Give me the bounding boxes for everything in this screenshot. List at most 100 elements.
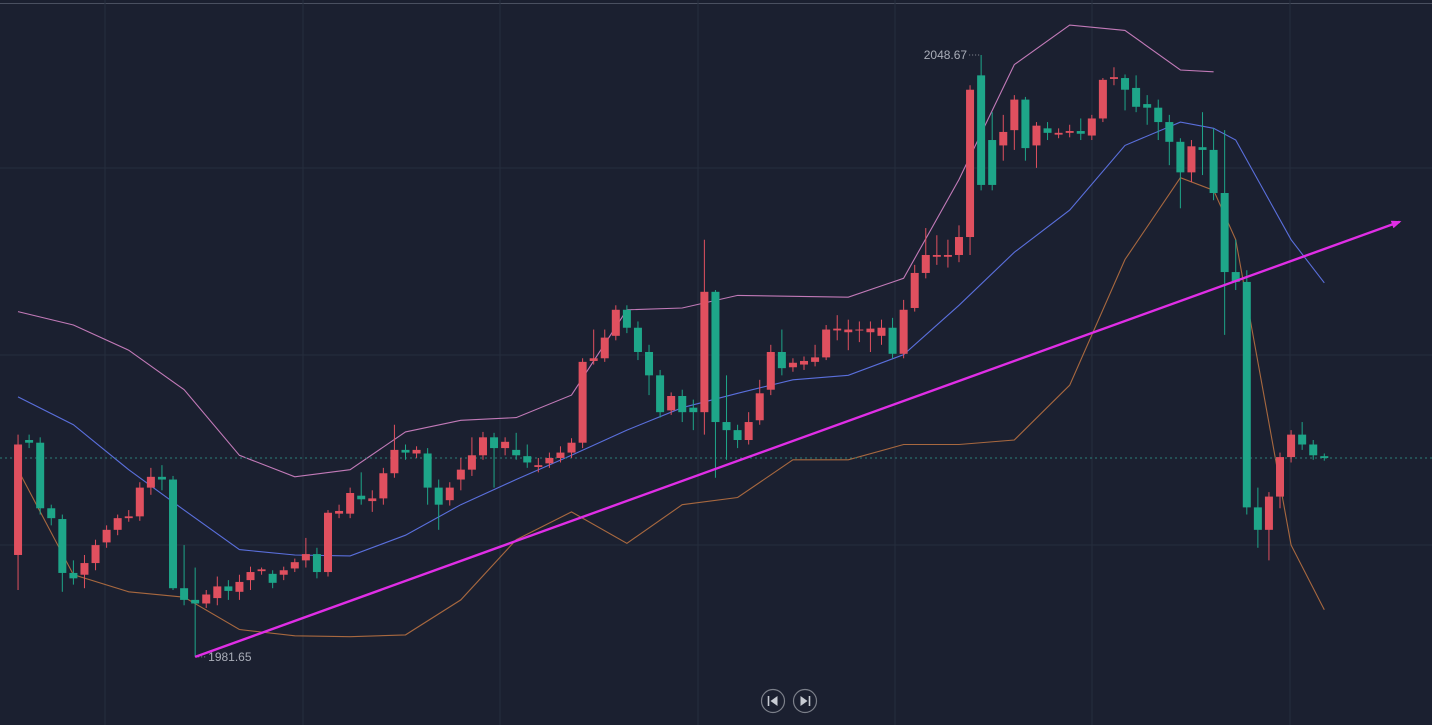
candle-body xyxy=(932,254,941,257)
candle-body xyxy=(678,396,687,413)
scroll-end-button[interactable] xyxy=(792,688,818,714)
band-line xyxy=(17,121,1325,557)
candle-body xyxy=(379,473,388,499)
candle-body xyxy=(1054,132,1063,135)
candle-body xyxy=(545,457,554,464)
candle-body xyxy=(1253,507,1262,530)
candle-body xyxy=(1143,104,1152,108)
candle-body xyxy=(1309,444,1318,456)
candle-body xyxy=(578,361,587,443)
candle-body xyxy=(943,254,952,257)
candle-body xyxy=(512,449,521,456)
candle-body xyxy=(988,140,997,185)
candle-body xyxy=(689,407,698,413)
candle-body xyxy=(246,572,255,581)
candle-body xyxy=(1231,272,1240,282)
candle-body xyxy=(1132,87,1141,107)
candle-body xyxy=(866,328,875,333)
candle-body xyxy=(213,586,222,599)
candle-body xyxy=(622,309,631,328)
candle-body xyxy=(58,519,67,573)
candle-body xyxy=(390,449,399,474)
candle-body xyxy=(102,529,111,543)
candle-body xyxy=(589,358,598,361)
candle-body xyxy=(954,237,963,255)
high-label: 2048.67 xyxy=(924,48,968,62)
plot-area: 2048.67 1981.65 xyxy=(0,24,1432,664)
candle-body xyxy=(844,329,853,333)
candle-body xyxy=(910,272,919,308)
candle-body xyxy=(191,599,200,604)
candle-body xyxy=(966,89,975,238)
candle-body xyxy=(700,291,709,413)
candle-body xyxy=(1076,131,1085,134)
candle-body xyxy=(312,554,321,573)
band-line xyxy=(17,177,1325,638)
band-line xyxy=(17,24,1214,478)
candle-body xyxy=(855,329,864,331)
candle-body xyxy=(656,375,665,413)
candle-body xyxy=(1032,125,1041,146)
candle-body xyxy=(169,479,178,589)
candle-body xyxy=(335,510,344,514)
candle-body xyxy=(1154,107,1163,123)
candle-body xyxy=(301,554,310,561)
candle-body xyxy=(91,545,100,564)
candle-body xyxy=(180,588,189,600)
candle-body xyxy=(667,396,676,411)
candle-body xyxy=(368,498,377,502)
candle-body xyxy=(224,586,233,591)
scroll-start-button[interactable] xyxy=(760,688,786,714)
candle-body xyxy=(25,440,34,443)
candle-body xyxy=(722,422,731,431)
candle-body xyxy=(921,254,930,273)
candle-body xyxy=(290,562,299,569)
candle-body xyxy=(401,449,410,453)
candle-body xyxy=(1298,434,1307,445)
candle-body xyxy=(1187,146,1196,173)
candle-body xyxy=(501,441,510,449)
candle-body xyxy=(1121,78,1130,90)
candle-body xyxy=(999,131,1008,146)
candle-body xyxy=(146,476,155,488)
candle-body xyxy=(899,309,908,354)
candle-body xyxy=(711,291,720,423)
candle-body xyxy=(124,516,133,519)
candle-body xyxy=(744,422,753,441)
candle-body xyxy=(811,357,820,362)
candle-body xyxy=(800,360,809,365)
candle-body xyxy=(456,469,465,480)
candles xyxy=(14,54,1329,657)
candle-body xyxy=(202,594,211,604)
candle-body xyxy=(467,455,476,470)
candle-body xyxy=(80,563,89,575)
candle-body xyxy=(36,442,45,509)
candle-body xyxy=(877,327,886,336)
candle-body xyxy=(135,487,144,517)
candle-body xyxy=(157,476,166,480)
candle-body xyxy=(600,337,609,359)
candle-body xyxy=(423,453,432,488)
candle-body xyxy=(279,570,288,575)
candle-body xyxy=(235,581,244,592)
candle-body xyxy=(1220,193,1229,273)
candle-body xyxy=(1176,141,1185,173)
candle-body xyxy=(1010,99,1019,131)
candle-body xyxy=(257,569,266,572)
candle-body xyxy=(645,351,654,376)
candle-body xyxy=(1209,149,1218,194)
candle-body xyxy=(357,495,366,500)
candle-body xyxy=(69,572,78,579)
candle-body xyxy=(633,327,642,352)
candle-body xyxy=(1098,79,1107,119)
candle-body xyxy=(1165,122,1174,142)
candle-body xyxy=(523,456,532,463)
candle-body xyxy=(567,442,576,453)
candle-body xyxy=(1043,128,1052,133)
candle-body xyxy=(777,351,786,369)
candle-body xyxy=(47,508,56,519)
candle-body xyxy=(1065,131,1074,133)
candle-body xyxy=(1264,496,1273,530)
